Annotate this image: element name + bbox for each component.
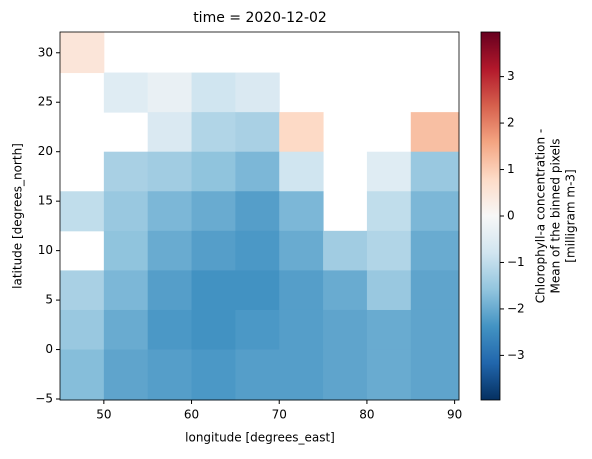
colorbar-label: Mean of the binned pixels (549, 138, 563, 293)
heatmap-cell (191, 191, 236, 232)
heatmap-cell (147, 191, 193, 232)
colorbar-tick-label: −3 (507, 348, 525, 362)
heatmap-cell (366, 230, 412, 271)
x-tick-label: 70 (272, 408, 287, 422)
heatmap-cell (366, 151, 412, 192)
heatmap-cell (60, 191, 105, 232)
heatmap-cell (147, 349, 193, 401)
heatmap-cell (366, 349, 412, 401)
heatmap-cell (147, 112, 193, 153)
colorbar-label: Chlorophyll-a concentration - (534, 129, 548, 303)
heatmap-cell (191, 72, 236, 113)
heatmap-cell (103, 349, 149, 401)
heatmap-cell (60, 270, 105, 311)
y-tick-label: 20 (38, 144, 53, 158)
y-tick-label: 0 (45, 342, 53, 356)
x-tick-label: 90 (447, 408, 462, 422)
heatmap-cell (191, 309, 236, 351)
y-tick-label: −5 (35, 392, 53, 406)
colorbar (480, 31, 501, 401)
heatmap-cell (235, 191, 280, 232)
heatmap-cell (410, 151, 460, 192)
colorbar-label: [milligram m-3] (564, 169, 578, 262)
y-tick-label: 15 (38, 194, 53, 208)
heatmap-cell (279, 309, 324, 351)
heatmap-cell (279, 151, 324, 192)
heatmap-cell (366, 191, 412, 232)
heatmap-cell (147, 151, 193, 192)
colorbar-tick-label: 3 (507, 69, 515, 83)
heatmap-cell (235, 72, 280, 113)
x-tick-label: 60 (184, 408, 199, 422)
colorbar-tick-label: −1 (507, 255, 525, 269)
heatmap-cell (323, 270, 368, 311)
heatmap-cell (235, 309, 280, 351)
heatmap-cell (147, 230, 193, 271)
heatmap-cell (103, 191, 149, 232)
y-axis-label: latitude [degrees_north] (11, 143, 25, 289)
heatmap-cell (235, 349, 280, 401)
heatmap-cell (60, 32, 105, 74)
heatmap-cell (103, 72, 149, 113)
heatmap-cell (191, 270, 236, 311)
colorbar-tick-label: 0 (507, 209, 515, 223)
colorbar-tick-label: 1 (507, 162, 515, 176)
heatmap-cell (103, 309, 149, 351)
heatmap-cell (191, 151, 236, 192)
heatmap-cell (191, 230, 236, 271)
y-tick-label: 5 (45, 293, 53, 307)
heatmap-cell (279, 349, 324, 401)
x-tick-label: 50 (96, 408, 111, 422)
colorbar-tick-label: 2 (507, 116, 515, 130)
heatmap-cell (323, 309, 368, 351)
heatmap-cell (410, 230, 460, 271)
heatmap-cell (279, 112, 324, 153)
y-tick-label: 25 (38, 95, 53, 109)
y-tick-label: 30 (38, 45, 53, 59)
heatmap-cell (323, 230, 368, 271)
heatmap-cell (235, 230, 280, 271)
colorbar-tick-label: −2 (507, 301, 525, 315)
heatmap-cell (103, 151, 149, 192)
heatmap-cell (235, 151, 280, 192)
x-axis-label: longitude [degrees_east] (185, 431, 335, 445)
heatmap-cell (191, 112, 236, 153)
heatmap-cell (235, 112, 280, 153)
heatmap-cell (60, 309, 105, 351)
heatmap-cell (147, 309, 193, 351)
heatmap-cell (147, 72, 193, 113)
heatmap-cell (147, 270, 193, 311)
heatmap-cell (235, 270, 280, 311)
heatmap-cell (410, 349, 460, 401)
heatmap-cell (60, 349, 105, 401)
heatmap-cell (279, 270, 324, 311)
plot-frame (59, 31, 460, 401)
heatmap-cell (103, 270, 149, 311)
heatmap-cell (191, 349, 236, 401)
heatmap-cell (323, 349, 368, 401)
y-tick-label: 10 (38, 243, 53, 257)
heatmap-cell (410, 112, 460, 153)
heatmap-cell (410, 191, 460, 232)
heatmap-cell (366, 270, 412, 311)
chart-title: time = 2020-12-02 (193, 10, 327, 26)
heatmap-cell (279, 230, 324, 271)
x-tick-label: 80 (359, 408, 374, 422)
heatmap-cell (103, 230, 149, 271)
heatmap-cell (366, 309, 412, 351)
heatmap-cell (279, 191, 324, 232)
heatmap-cell (410, 309, 460, 351)
heatmap-cell (410, 270, 460, 311)
